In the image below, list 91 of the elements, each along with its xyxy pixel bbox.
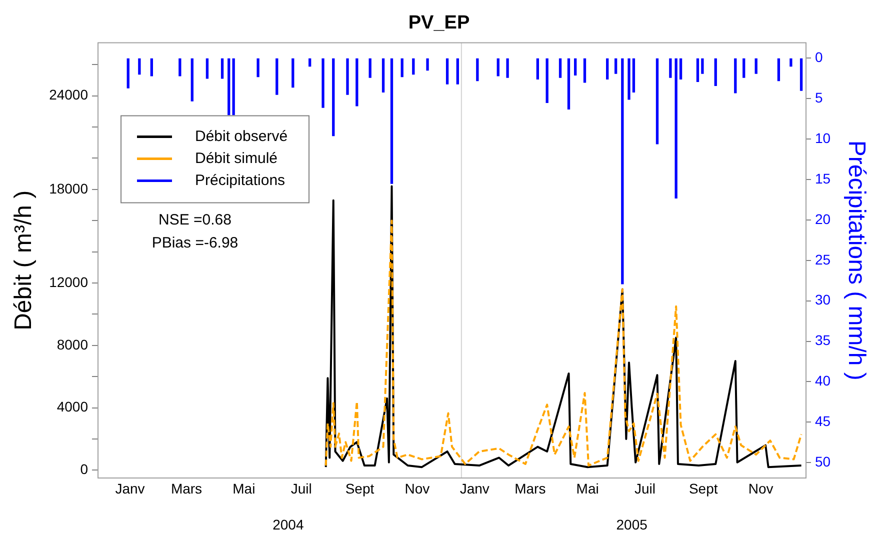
y2-tick-label: 0	[815, 49, 823, 66]
y-tick-label: 0	[80, 461, 88, 478]
bar	[574, 58, 577, 76]
y-tick-label: 18000	[49, 180, 88, 196]
y2-tick-label: 45	[815, 413, 831, 430]
legend-label: Précipitations	[195, 172, 286, 189]
y2-tick-label: 50	[815, 453, 831, 470]
bar	[220, 58, 224, 79]
bar	[138, 58, 141, 75]
bar	[800, 58, 803, 91]
y2-tick-label: 25	[815, 251, 831, 268]
legend-label: Débit simulé	[195, 150, 278, 167]
bar	[567, 58, 570, 110]
bar	[701, 58, 704, 74]
x-tick-label: Juil	[290, 480, 312, 496]
bar	[382, 58, 385, 92]
bar	[178, 58, 182, 76]
bar	[308, 58, 312, 67]
x-tick-label: Nov	[748, 480, 774, 496]
bar	[632, 58, 636, 92]
x-tick-label: Mai	[232, 480, 256, 496]
annotation: NSE =0.68	[158, 212, 232, 228]
bar	[656, 58, 659, 144]
bar	[583, 58, 586, 83]
bar	[356, 58, 358, 106]
y2-tick-label: 15	[815, 170, 831, 186]
bar	[400, 58, 404, 78]
bar	[621, 58, 624, 284]
bar	[126, 58, 130, 88]
bar	[292, 58, 294, 88]
x2-tick-label: 2004	[272, 516, 304, 532]
bar	[426, 58, 429, 71]
bar	[754, 58, 758, 74]
bar	[496, 58, 500, 76]
x-tick-label: Sept	[345, 480, 374, 496]
bar	[190, 58, 194, 102]
bar	[679, 58, 682, 80]
y-tick-label: 24000	[49, 86, 88, 103]
annotation: PBias =-6.98	[152, 234, 238, 252]
x-tick-label: Sept	[688, 480, 718, 496]
y-axis-title: Débit ( m³/h )	[10, 190, 38, 330]
bar	[206, 58, 209, 79]
y2-axis-title: Précipitations ( mm/h )	[842, 140, 870, 380]
bar	[476, 58, 479, 82]
bar	[714, 58, 717, 86]
bar	[346, 58, 349, 95]
y-tick-label: 4000	[56, 398, 88, 415]
y-tick-label: 8000	[56, 336, 88, 352]
x-tick-label: Mai	[576, 480, 599, 496]
bar	[696, 58, 700, 82]
bar	[368, 58, 372, 78]
y2-tick-label: 35	[815, 332, 831, 348]
x-tick-label: Janv	[460, 480, 490, 496]
x-tick-label: Mars	[170, 480, 202, 496]
bar	[558, 58, 562, 78]
bar	[322, 58, 324, 108]
bar	[276, 58, 278, 95]
bar	[628, 58, 630, 100]
y2-tick-label: 30	[815, 292, 831, 308]
x-tick-label: Janv	[115, 480, 145, 496]
y2-tick-label: 20	[815, 210, 831, 227]
bar	[606, 58, 609, 80]
bar	[742, 58, 746, 78]
y2-tick-label: 5	[815, 89, 823, 106]
bar	[456, 58, 459, 84]
bar	[536, 58, 540, 80]
bar	[777, 58, 780, 82]
x-tick-label: Juil	[634, 480, 656, 496]
x2-tick-label: 2005	[616, 516, 648, 532]
bar	[150, 58, 153, 76]
y-tick-label: 12000	[49, 274, 88, 290]
bar	[232, 58, 235, 116]
chart-title: PV_EP	[408, 12, 470, 34]
bar	[506, 58, 509, 78]
y2-tick-label: 40	[815, 372, 831, 389]
bar	[669, 58, 672, 78]
x-tick-label: Nov	[404, 480, 430, 496]
bar	[790, 58, 792, 67]
legend-label: Débit observé	[195, 128, 288, 145]
bar	[446, 58, 449, 84]
bar	[256, 58, 260, 78]
bar	[228, 58, 230, 116]
bar	[412, 58, 415, 75]
bar	[734, 58, 737, 94]
x-tick-label: Mars	[514, 480, 546, 496]
bar	[546, 58, 548, 103]
bar	[390, 58, 394, 184]
bar	[674, 58, 678, 198]
bar	[614, 58, 618, 74]
bar	[332, 58, 335, 136]
y2-tick-label: 10	[815, 130, 831, 146]
